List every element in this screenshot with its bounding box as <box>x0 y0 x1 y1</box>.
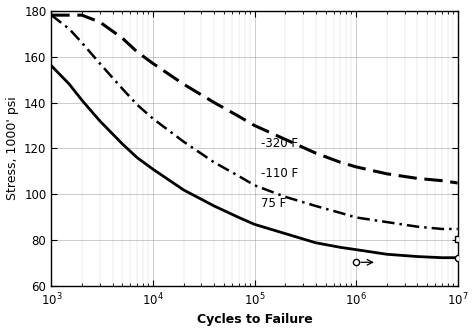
Text: -320 F: -320 F <box>261 137 298 150</box>
Text: 75 F: 75 F <box>261 197 286 210</box>
Y-axis label: Stress, 1000' psi: Stress, 1000' psi <box>6 97 18 201</box>
X-axis label: Cycles to Failure: Cycles to Failure <box>197 313 312 326</box>
Text: -110 F: -110 F <box>261 167 298 180</box>
